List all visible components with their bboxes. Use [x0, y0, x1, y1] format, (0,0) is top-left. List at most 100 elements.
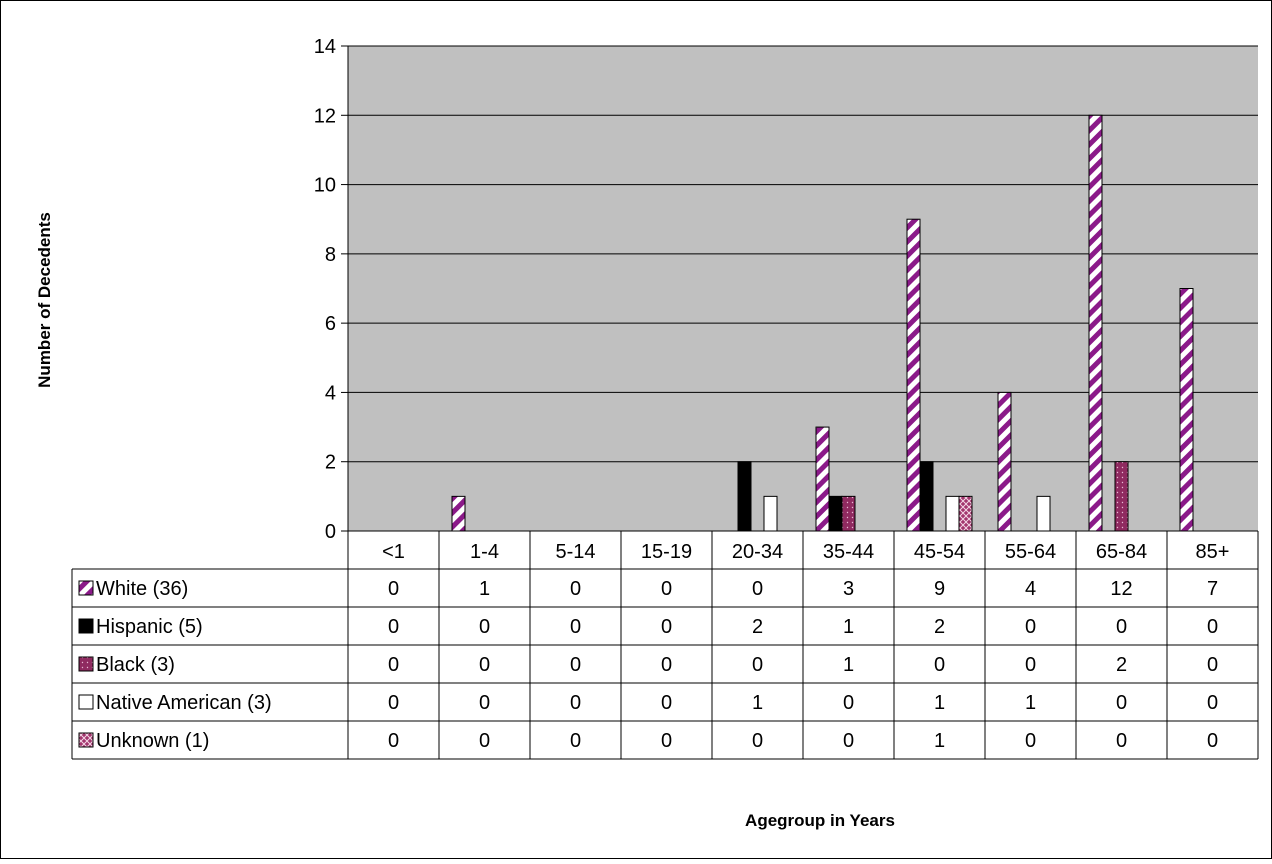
- series-label: Black (3): [96, 654, 175, 676]
- data-cell: 3: [843, 578, 854, 600]
- legend-swatch: [78, 732, 94, 748]
- data-cell: 0: [661, 692, 672, 714]
- data-cell: 0: [570, 730, 581, 752]
- data-cell: 1: [934, 692, 945, 714]
- data-cell: 0: [1207, 654, 1218, 676]
- data-cell: 0: [1116, 730, 1127, 752]
- y-tick-label: 8: [325, 244, 336, 266]
- series-label: Native American (3): [96, 692, 272, 714]
- data-cell: 0: [661, 578, 672, 600]
- data-cell: 2: [752, 616, 763, 638]
- bar: [997, 391, 1012, 532]
- data-cell: 0: [1025, 654, 1036, 676]
- axes: 0 2 4 6 8 10 12 14: [314, 36, 349, 543]
- data-cell: 0: [1116, 616, 1127, 638]
- data-cell: 0: [479, 692, 490, 714]
- data-cell: 0: [843, 730, 854, 752]
- category-label: 5-14: [555, 541, 595, 563]
- data-cell: 0: [1025, 616, 1036, 638]
- y-tick-label: 0: [325, 521, 336, 543]
- data-cell: 4: [1025, 578, 1036, 600]
- y-tick-label: 10: [314, 175, 336, 197]
- series-label: White (36): [96, 578, 188, 600]
- data-cell: 0: [661, 654, 672, 676]
- data-cell: 0: [570, 654, 581, 676]
- data-cell: 9: [934, 578, 945, 600]
- category-label: 85+: [1196, 541, 1230, 563]
- gridlines: [348, 45, 1258, 463]
- bar: [958, 495, 973, 532]
- y-tick-label: 2: [325, 452, 336, 474]
- category-label: 65-84: [1096, 541, 1147, 563]
- data-cell: 0: [388, 692, 399, 714]
- category-label: 1-4: [470, 541, 499, 563]
- data-cell: 1: [934, 730, 945, 752]
- bar: [828, 495, 843, 532]
- data-cell: 0: [479, 616, 490, 638]
- y-tick-label: 12: [314, 105, 336, 127]
- bar: [906, 218, 921, 532]
- bar: [1036, 495, 1051, 532]
- data-cell: 0: [752, 578, 763, 600]
- data-cell: 0: [479, 654, 490, 676]
- data-cell: 0: [1025, 730, 1036, 752]
- category-label: 20-34: [732, 541, 783, 563]
- bar: [451, 495, 466, 532]
- category-label: 45-54: [914, 541, 965, 563]
- data-cell: 0: [570, 578, 581, 600]
- data-cell: 1: [752, 692, 763, 714]
- data-cell: 0: [752, 654, 763, 676]
- data-cell: 2: [1116, 654, 1127, 676]
- category-label: 55-64: [1005, 541, 1056, 563]
- data-cell: 1: [843, 654, 854, 676]
- legend-swatch: [78, 618, 94, 634]
- data-cell: 0: [388, 654, 399, 676]
- data-cell: 0: [570, 616, 581, 638]
- data-cell: 0: [1207, 692, 1218, 714]
- data-cell: 0: [661, 616, 672, 638]
- data-cell: 1: [479, 578, 490, 600]
- data-cell: 0: [570, 692, 581, 714]
- series-label: Hispanic (5): [96, 616, 203, 638]
- data-cell: 0: [752, 730, 763, 752]
- data-cell: 0: [388, 616, 399, 638]
- plot-background: [348, 46, 1258, 531]
- data-cell: 0: [388, 730, 399, 752]
- y-tick-label: 6: [325, 313, 336, 335]
- bar: [737, 461, 752, 532]
- data-cell: 0: [1207, 730, 1218, 752]
- data-cell: 0: [388, 578, 399, 600]
- bar: [763, 495, 778, 532]
- bar: [815, 426, 830, 532]
- legend-swatch: [78, 580, 94, 596]
- y-tick-label: 4: [325, 382, 336, 404]
- data-cell: 2: [934, 616, 945, 638]
- bar: [945, 495, 960, 532]
- bar: [919, 461, 934, 532]
- data-cell: 0: [1116, 692, 1127, 714]
- bar: [841, 495, 856, 532]
- data-cell: 1: [1025, 692, 1036, 714]
- bar: [1179, 288, 1194, 532]
- data-cell: 7: [1207, 578, 1218, 600]
- data-table: <1 1-4 5-14 15-19 20-34 35-44 45-54 55-64 65-84 8…: [71, 530, 1259, 760]
- series-label: Unknown (1): [96, 730, 209, 752]
- data-cell: 0: [934, 654, 945, 676]
- data-cell: 12: [1110, 578, 1132, 600]
- category-label: <1: [382, 541, 405, 563]
- bars: [451, 114, 1194, 532]
- data-cell: 1: [843, 616, 854, 638]
- legend-swatch: [78, 656, 94, 672]
- category-label: 15-19: [641, 541, 692, 563]
- data-cell: 0: [1207, 616, 1218, 638]
- bar: [1088, 114, 1103, 532]
- legend-swatch: [78, 694, 94, 710]
- data-cell: 0: [661, 730, 672, 752]
- y-tick-label: 14: [314, 36, 336, 58]
- category-label: 35-44: [823, 541, 874, 563]
- data-cell: 0: [479, 730, 490, 752]
- y-axis-title: Number of Decedents: [35, 212, 54, 388]
- bar: [1114, 461, 1129, 532]
